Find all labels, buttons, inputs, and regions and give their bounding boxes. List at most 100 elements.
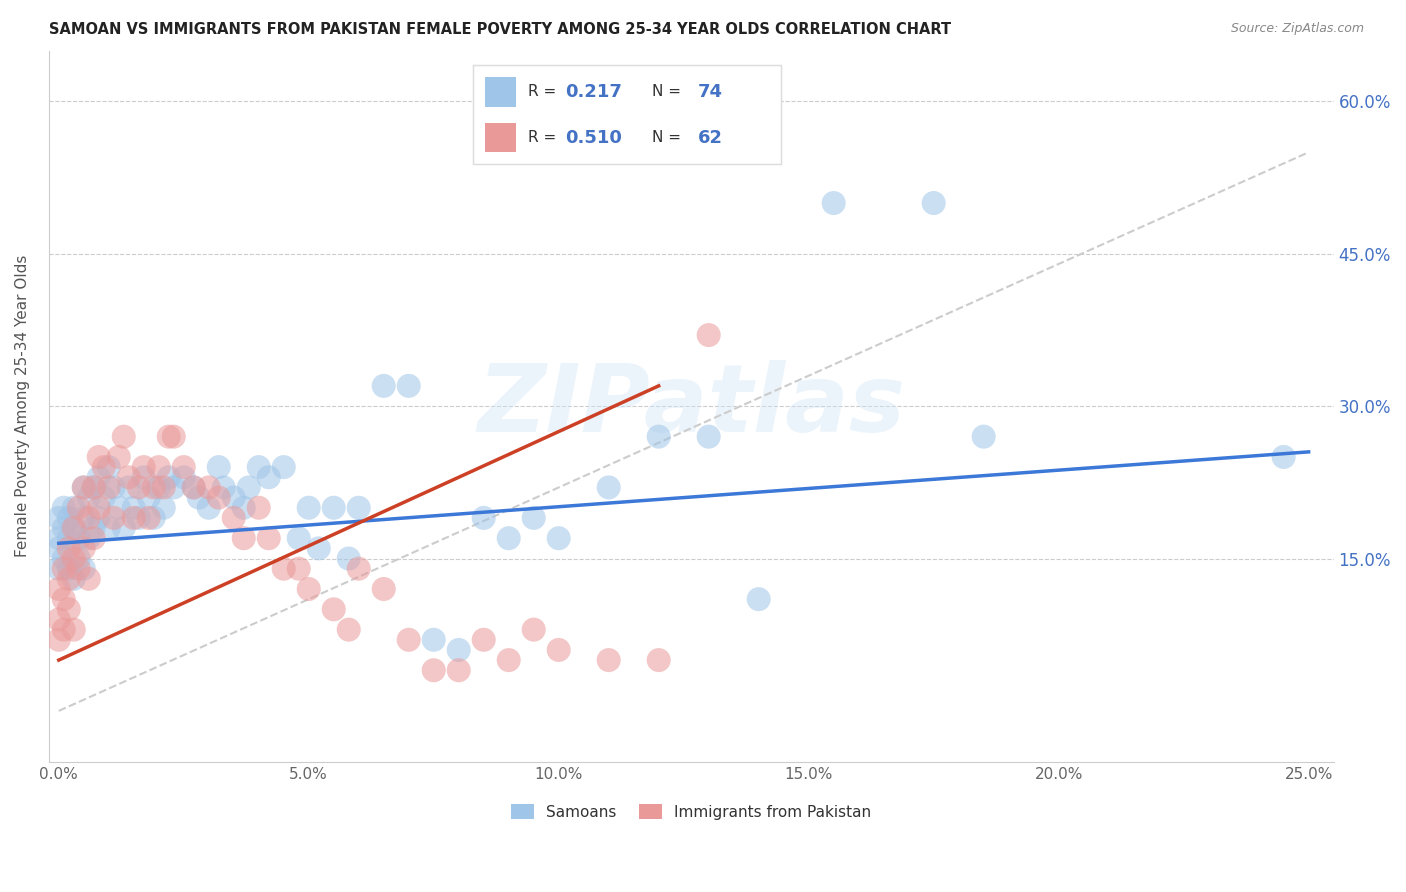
- Point: [222, 491, 245, 505]
- Point: [823, 196, 845, 211]
- Point: [103, 511, 125, 525]
- Point: [187, 491, 209, 505]
- Point: [547, 531, 569, 545]
- Point: [48, 612, 70, 626]
- Point: [238, 480, 260, 494]
- Point: [73, 541, 96, 556]
- Point: [157, 430, 180, 444]
- Point: [52, 521, 75, 535]
- Point: [87, 450, 110, 464]
- Legend: Samoans, Immigrants from Pakistan: Samoans, Immigrants from Pakistan: [505, 797, 877, 826]
- Point: [107, 500, 129, 515]
- Point: [128, 480, 150, 494]
- Point: [152, 500, 174, 515]
- Point: [52, 562, 75, 576]
- Point: [48, 531, 70, 545]
- Point: [973, 430, 995, 444]
- Point: [322, 500, 344, 515]
- Point: [62, 623, 84, 637]
- Point: [67, 500, 90, 515]
- Text: ZIPatlas: ZIPatlas: [477, 360, 905, 452]
- Point: [148, 480, 170, 494]
- Point: [142, 511, 165, 525]
- Point: [647, 653, 669, 667]
- Point: [472, 511, 495, 525]
- Point: [58, 572, 80, 586]
- Point: [157, 470, 180, 484]
- Point: [273, 562, 295, 576]
- Point: [48, 582, 70, 596]
- Point: [52, 592, 75, 607]
- Point: [447, 643, 470, 657]
- Point: [67, 562, 90, 576]
- Point: [122, 511, 145, 525]
- Point: [298, 582, 321, 596]
- Point: [112, 521, 135, 535]
- Point: [298, 500, 321, 515]
- Point: [498, 653, 520, 667]
- Point: [337, 623, 360, 637]
- Point: [322, 602, 344, 616]
- Point: [922, 196, 945, 211]
- Point: [103, 480, 125, 494]
- Point: [58, 541, 80, 556]
- Point: [67, 531, 90, 545]
- Point: [347, 500, 370, 515]
- Point: [62, 500, 84, 515]
- Point: [498, 531, 520, 545]
- Point: [163, 480, 186, 494]
- Point: [62, 521, 84, 535]
- Point: [523, 623, 546, 637]
- Point: [73, 480, 96, 494]
- Point: [142, 480, 165, 494]
- Point: [697, 328, 720, 343]
- Point: [197, 500, 219, 515]
- Point: [122, 500, 145, 515]
- Point: [87, 470, 110, 484]
- Point: [58, 511, 80, 525]
- Point: [128, 511, 150, 525]
- Point: [152, 480, 174, 494]
- Point: [222, 511, 245, 525]
- Point: [93, 491, 115, 505]
- Point: [208, 491, 231, 505]
- Point: [77, 491, 100, 505]
- Point: [52, 623, 75, 637]
- Point: [232, 531, 254, 545]
- Point: [77, 531, 100, 545]
- Point: [247, 460, 270, 475]
- Point: [62, 572, 84, 586]
- Point: [257, 531, 280, 545]
- Point: [598, 653, 620, 667]
- Point: [58, 602, 80, 616]
- Point: [163, 430, 186, 444]
- Point: [87, 500, 110, 515]
- Point: [118, 470, 141, 484]
- Point: [48, 562, 70, 576]
- Point: [697, 430, 720, 444]
- Point: [118, 480, 141, 494]
- Point: [73, 511, 96, 525]
- Point: [48, 541, 70, 556]
- Point: [97, 480, 120, 494]
- Point: [77, 511, 100, 525]
- Point: [273, 460, 295, 475]
- Point: [422, 663, 444, 677]
- Point: [97, 460, 120, 475]
- Point: [138, 491, 160, 505]
- Point: [347, 562, 370, 576]
- Point: [287, 562, 309, 576]
- Point: [73, 480, 96, 494]
- Point: [62, 551, 84, 566]
- Point: [83, 480, 105, 494]
- Point: [83, 521, 105, 535]
- Point: [598, 480, 620, 494]
- Point: [83, 480, 105, 494]
- Point: [197, 480, 219, 494]
- Point: [73, 562, 96, 576]
- Point: [398, 632, 420, 647]
- Point: [83, 531, 105, 545]
- Point: [247, 500, 270, 515]
- Point: [97, 521, 120, 535]
- Point: [183, 480, 205, 494]
